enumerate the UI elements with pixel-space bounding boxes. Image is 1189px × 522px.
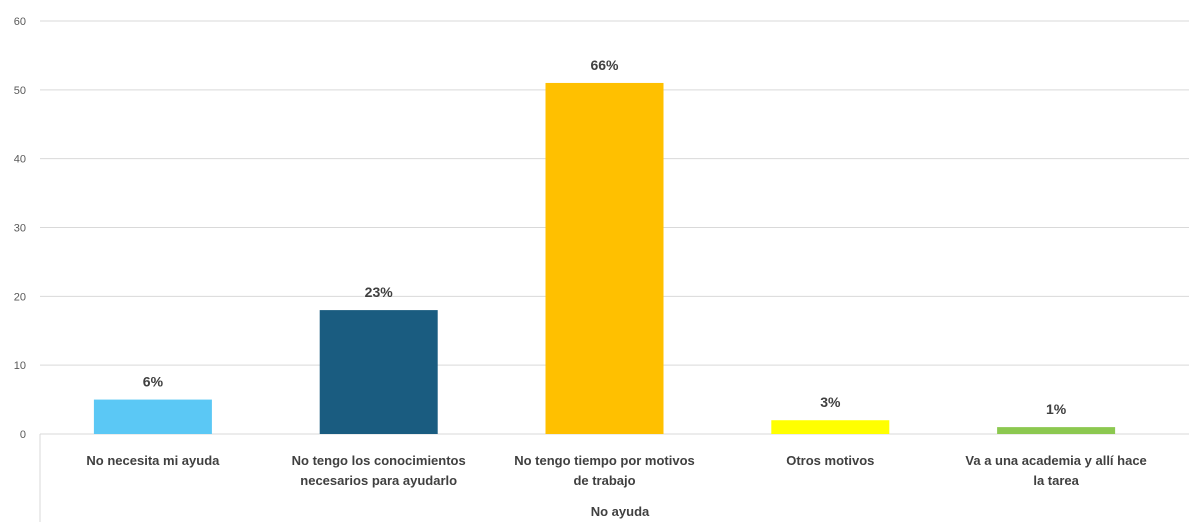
category-label: de trabajo — [573, 473, 635, 488]
data-labels: 6% 23% 66% 3% 1% — [143, 57, 1067, 417]
category-label: No tengo tiempo por motivos — [514, 453, 695, 468]
data-label: 66% — [590, 57, 619, 73]
y-axis-ticks: 0 10 20 30 40 50 60 — [14, 16, 26, 441]
bar — [319, 310, 438, 434]
bars — [93, 82, 1116, 434]
y-tick-label: 10 — [14, 360, 26, 372]
bar — [545, 82, 664, 434]
y-tick-label: 0 — [20, 429, 26, 441]
data-label: 1% — [1046, 401, 1067, 417]
data-label: 3% — [820, 394, 841, 410]
x-axis-title: No ayuda — [591, 504, 650, 519]
category-label: Otros motivos — [786, 453, 874, 468]
category-label: No tengo los conocimientos — [292, 453, 466, 468]
y-tick-label: 40 — [14, 154, 26, 166]
bar — [771, 420, 890, 434]
category-label: No necesita mi ayuda — [86, 453, 220, 468]
category-label: necesarios para ayudarlo — [300, 473, 457, 488]
data-label: 6% — [143, 374, 164, 390]
y-tick-label: 50 — [14, 85, 26, 97]
category-label: la tarea — [1033, 473, 1079, 488]
bar — [997, 427, 1116, 434]
category-labels: No necesita mi ayuda No tengo los conocim… — [86, 453, 1146, 488]
bar — [93, 399, 212, 434]
data-label: 23% — [365, 284, 394, 300]
y-tick-label: 30 — [14, 223, 26, 235]
y-tick-label: 60 — [14, 16, 26, 28]
y-tick-label: 20 — [14, 291, 26, 303]
category-label: Va a una academia y allí hace — [965, 453, 1146, 468]
